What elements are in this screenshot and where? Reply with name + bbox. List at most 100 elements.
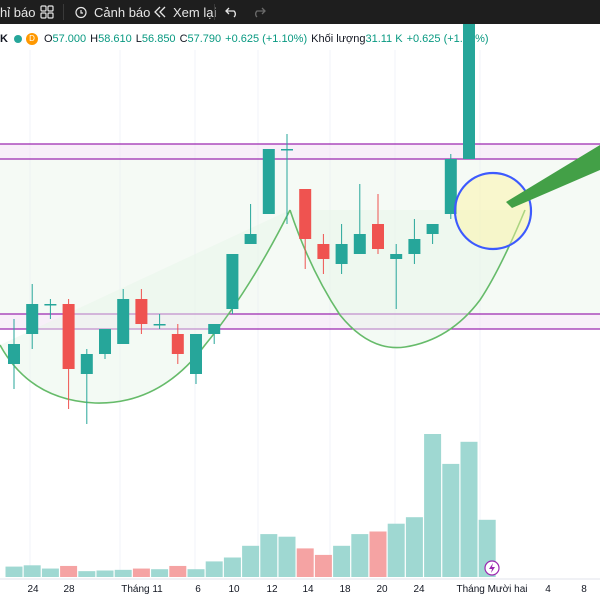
volume-bar xyxy=(351,534,369,577)
candle-body xyxy=(408,239,421,254)
cup-curve-right xyxy=(289,209,526,349)
time-axis-label: 24 xyxy=(413,584,425,595)
replay-label: Xem lại xyxy=(173,4,217,20)
indicators-label: hỉ báo xyxy=(0,4,36,20)
alerts-label: Cảnh báo xyxy=(94,4,151,20)
volume-bar xyxy=(405,517,423,577)
lightning-glyph xyxy=(489,563,495,573)
volume-bar xyxy=(369,531,387,577)
volume-bar xyxy=(96,570,114,577)
candle xyxy=(190,334,202,384)
annotations xyxy=(453,145,600,251)
volume-bar xyxy=(5,566,23,577)
cup-curve-left xyxy=(0,209,291,404)
candle xyxy=(262,149,275,214)
toolbar-divider xyxy=(63,4,64,20)
candle-body xyxy=(226,254,239,309)
candle xyxy=(226,254,239,314)
candle xyxy=(80,349,93,424)
time-axis-label: 14 xyxy=(302,584,314,595)
volume-bar xyxy=(114,569,132,577)
candle-body xyxy=(353,234,366,254)
candle-body xyxy=(299,189,312,239)
undo-icon xyxy=(225,7,236,18)
symbol-fragment: K xyxy=(0,33,8,45)
volume-bar xyxy=(151,569,169,577)
candle xyxy=(171,324,184,364)
time-axis-label: 20 xyxy=(376,584,388,595)
candle xyxy=(463,24,475,159)
candle-body xyxy=(426,224,439,234)
highlight-circle xyxy=(453,171,533,251)
time-axis: 24 28 Tháng 11 6 10 12 14 18 20 24 Tháng Mười hai 4… xyxy=(0,560,600,595)
low-label: L xyxy=(135,33,142,45)
high-label: H xyxy=(90,33,99,45)
grid-icon xyxy=(40,5,54,19)
volume-bar xyxy=(278,536,296,577)
candle-body xyxy=(171,334,184,354)
volume-bar xyxy=(333,545,351,577)
candle xyxy=(390,244,403,309)
volume-bar xyxy=(314,554,332,577)
volume-bar xyxy=(442,463,460,577)
volume-bar xyxy=(296,548,314,577)
time-axis-label: 18 xyxy=(339,584,351,595)
candle xyxy=(62,299,75,409)
volume-bar xyxy=(169,565,187,577)
undo-button[interactable] xyxy=(225,0,239,24)
candle-body xyxy=(135,299,148,324)
candle xyxy=(44,299,57,319)
candle xyxy=(444,154,457,219)
pointer-arrow xyxy=(506,145,600,208)
candle xyxy=(117,289,130,344)
price-bands xyxy=(0,143,600,330)
dividend-dot-icon: D xyxy=(25,33,38,45)
price-change: +0.625 (+1.10%) xyxy=(225,33,308,45)
candle xyxy=(99,329,111,359)
candle xyxy=(317,234,330,274)
candle xyxy=(372,194,384,254)
candlesticks xyxy=(8,24,475,424)
volume-bar xyxy=(132,568,150,577)
upper-band-fill xyxy=(0,144,600,159)
volume-bar xyxy=(78,571,96,577)
candle-body xyxy=(208,324,221,334)
open-label: O xyxy=(43,33,53,45)
alerts-button[interactable]: Cảnh báo xyxy=(74,0,150,24)
candle xyxy=(244,204,257,244)
candle-body xyxy=(26,304,39,334)
volume-bar xyxy=(41,568,59,577)
high-value: 58.610 xyxy=(98,33,132,45)
volume-bar xyxy=(187,569,205,577)
volume-bar xyxy=(424,434,442,577)
candle-body xyxy=(244,234,257,244)
replay-button[interactable]: Xem lại xyxy=(153,0,216,24)
volume-bar xyxy=(223,557,241,577)
candle xyxy=(353,184,366,254)
close-label: C xyxy=(179,33,188,45)
time-axis-label: 10 xyxy=(228,584,240,595)
rewind-icon xyxy=(154,6,166,18)
candle-body xyxy=(99,329,111,354)
candle-body xyxy=(335,244,348,264)
top-toolbar: hỉ báo Cảnh báo Xem lại xyxy=(0,0,600,24)
time-axis-label: 4 xyxy=(545,584,551,595)
close-value: 57.790 xyxy=(187,33,222,45)
candle-body xyxy=(281,149,293,151)
redo-button[interactable] xyxy=(252,0,266,24)
candle xyxy=(135,289,148,334)
layout-button[interactable] xyxy=(40,0,54,24)
candle-body xyxy=(444,159,457,214)
candle-body xyxy=(390,254,403,259)
toolbar-divider xyxy=(214,4,215,20)
volume-bar xyxy=(242,545,260,577)
time-axis-label: 6 xyxy=(195,584,201,595)
candle xyxy=(281,134,293,224)
time-axis-label: Tháng 11 xyxy=(121,584,163,595)
candle xyxy=(426,224,439,244)
candle-body xyxy=(262,149,275,214)
volume-value: 31.11 K xyxy=(365,33,403,45)
indicators-button[interactable]: hỉ báo xyxy=(0,0,35,24)
status-dot-icon xyxy=(13,35,22,43)
